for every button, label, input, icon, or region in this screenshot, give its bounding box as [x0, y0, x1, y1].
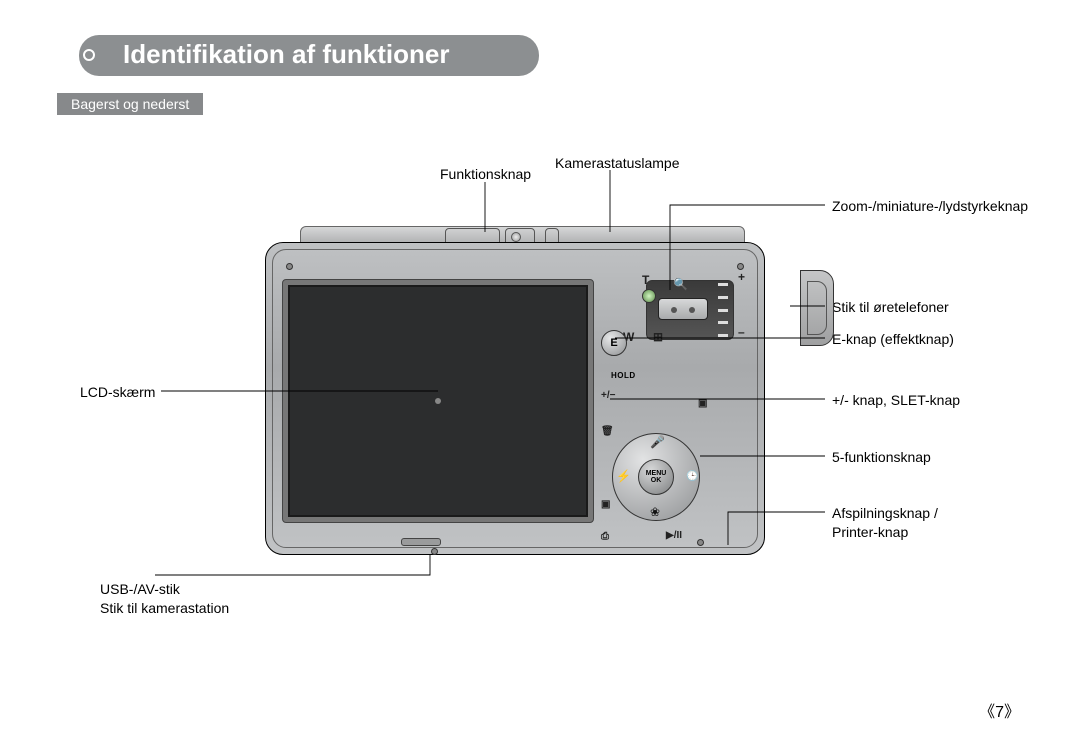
playpause-icon: ▶/II	[666, 530, 682, 541]
play-mode-icon: ▣	[601, 499, 610, 510]
strap-lug	[800, 270, 834, 346]
menu-ok-button: MENU OK	[638, 459, 674, 495]
screw-icon	[697, 539, 704, 546]
label-lcd: LCD-skærm	[80, 384, 155, 400]
label-afspilning-2: Printer-knap	[832, 524, 908, 540]
print-icon: ⎙	[601, 531, 609, 542]
page-title-pill: Identifikation af funktioner	[57, 35, 539, 75]
label-afspilning-1: Afspilningsknap /	[832, 505, 938, 521]
volume-scale-icon	[716, 283, 730, 337]
label-stik-ore: Stik til øretelefoner	[832, 299, 949, 315]
zoom-slider-knob	[658, 298, 708, 320]
page-number-value: 7	[995, 704, 1004, 721]
label-eknap: E-knap (effektknap)	[832, 331, 954, 347]
flower-icon: ❀	[650, 505, 660, 519]
label-plusminus: +/- knap, SLET-knap	[832, 392, 960, 408]
mark-hold: HOLD	[611, 371, 636, 380]
mark-plus: +	[738, 270, 745, 284]
status-lamp-icon	[642, 289, 656, 303]
page-number: 《7》	[979, 698, 1020, 722]
screw-icon	[737, 263, 744, 270]
camera-top-led-icon	[511, 232, 521, 242]
label-femfunktion: 5-funktionsknap	[832, 449, 931, 465]
mark-T: T	[642, 273, 649, 287]
label-kamerastatuslampe: Kamerastatuslampe	[555, 155, 680, 171]
plusminus-icon: +/−	[601, 390, 615, 401]
timer-icon: 🕒	[686, 471, 698, 482]
tripod-hole-icon	[431, 548, 438, 555]
magnify-icon: 🔍	[673, 277, 688, 291]
camera-diagram: T W 🔍 ⊞ + – E HOLD +/− 🗑 ▣ ⎙ ▣ ▶/II MENU…	[265, 230, 800, 555]
label-usb-1: USB-/AV-stik	[100, 581, 180, 597]
slideshow-icon: ▣	[698, 398, 707, 409]
flash-icon: ⚡	[616, 469, 631, 483]
label-zoom: Zoom-/miniature-/lydstyrkeknap	[832, 198, 1028, 214]
mic-icon: 🎤	[650, 435, 665, 449]
page-title: Identifikation af funktioner	[79, 35, 539, 76]
label-funktionsknap: Funktionsknap	[440, 166, 531, 182]
lcd-screen	[288, 285, 588, 517]
e-button-icon: E	[601, 330, 627, 356]
mark-minus: –	[738, 325, 745, 339]
section-subtitle: Bagerst og nederst	[57, 93, 203, 115]
label-usb-2: Stik til kamerastation	[100, 600, 229, 616]
title-dot-icon	[83, 49, 95, 61]
usb-av-slot	[401, 538, 441, 546]
mark-menu: MENU OK	[646, 470, 667, 484]
camera-body: T W 🔍 ⊞ + – E HOLD +/− 🗑 ▣ ⎙ ▣ ▶/II MENU…	[265, 242, 765, 555]
screw-icon	[286, 263, 293, 270]
mark-E: E	[610, 337, 617, 349]
trash-icon: 🗑	[601, 426, 614, 437]
grid-icon: ⊞	[653, 330, 663, 344]
